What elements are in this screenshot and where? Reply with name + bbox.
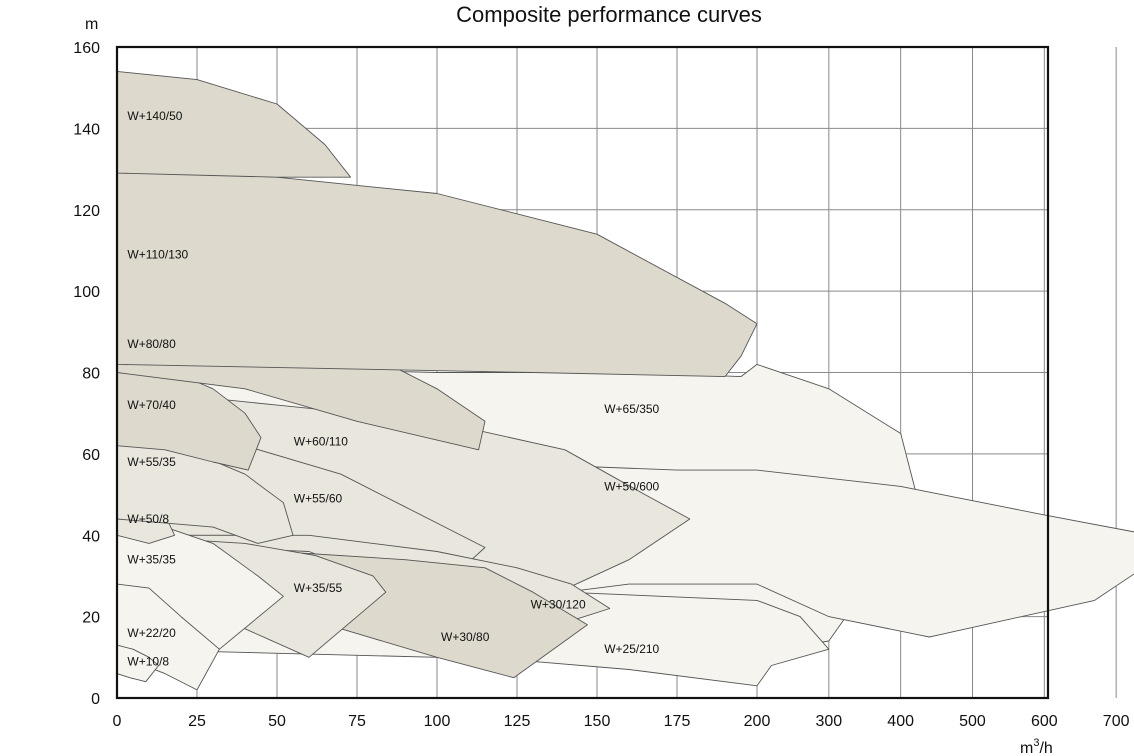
label-w-35-35: W+35/35 (127, 553, 176, 567)
y-tick-label: 120 (73, 203, 100, 220)
y-tick-label: 140 (73, 121, 100, 138)
x-tick-label: 75 (348, 713, 366, 730)
label-w-10-8: W+10/8 (127, 654, 169, 668)
y-axis-unit: m (85, 16, 98, 33)
x-tick-label: 150 (584, 713, 611, 730)
chart-title: Composite performance curves (456, 2, 762, 27)
x-tick-label: 200 (744, 713, 771, 730)
label-w-65-350: W+65/350 (604, 402, 659, 416)
label-w-55-35: W+55/35 (127, 455, 176, 469)
y-tick-label: 0 (91, 691, 100, 708)
label-w-50-8: W+50/8 (127, 512, 169, 526)
x-tick-label: 700 (1103, 713, 1130, 730)
x-tick-label: 300 (815, 713, 842, 730)
label-w-55-60: W+55/60 (294, 492, 343, 506)
label-w-110-130: W+110/130 (127, 248, 188, 262)
y-tick-label: 60 (82, 447, 100, 464)
x-tick-label: 400 (887, 713, 914, 730)
y-tick-label: 160 (73, 40, 100, 57)
label-w-60-110: W+60/110 (294, 435, 348, 449)
plot-frame (115, 45, 1050, 700)
label-w-30-120: W+30/120 (531, 597, 586, 611)
label-w-80-80: W+80/80 (127, 337, 176, 351)
y-tick-label: 20 (82, 610, 100, 627)
x-tick-label: 100 (424, 713, 451, 730)
y-tick-label: 80 (82, 366, 100, 383)
label-w-22-20: W+22/20 (127, 626, 176, 640)
performance-regions (116, 70, 1134, 691)
x-axis-unit: m3/h (1020, 737, 1053, 756)
label-w-70-40: W+70/40 (127, 398, 176, 412)
label-w-30-80: W+30/80 (441, 630, 490, 644)
y-tick-label: 100 (73, 284, 100, 301)
x-tick-label: 50 (268, 713, 286, 730)
x-tick-label: 600 (1031, 713, 1058, 730)
label-w-140-50: W+140/50 (127, 109, 182, 123)
label-w-35-55: W+35/55 (294, 581, 343, 595)
label-w-50-600: W+50/600 (604, 479, 659, 493)
x-tick-label: 125 (504, 713, 531, 730)
x-tick-label: 175 (664, 713, 691, 730)
region-labels: W+65/350 W+50/600 W+25/210 W+60/110 W+55/60 W… (127, 109, 659, 668)
label-w-25-210: W+25/210 (604, 642, 659, 656)
x-tick-label: 25 (188, 713, 206, 730)
x-tick-label: 0 (113, 713, 122, 730)
region-w-140-50 (116, 70, 352, 178)
y-tick-label: 40 (82, 528, 100, 545)
region-w-110-130 (116, 168, 758, 378)
region-w-10-8 (116, 644, 160, 683)
x-tick-label: 500 (959, 713, 986, 730)
tick-labels: 0255075100125150175200300400500600700800… (73, 40, 1130, 730)
